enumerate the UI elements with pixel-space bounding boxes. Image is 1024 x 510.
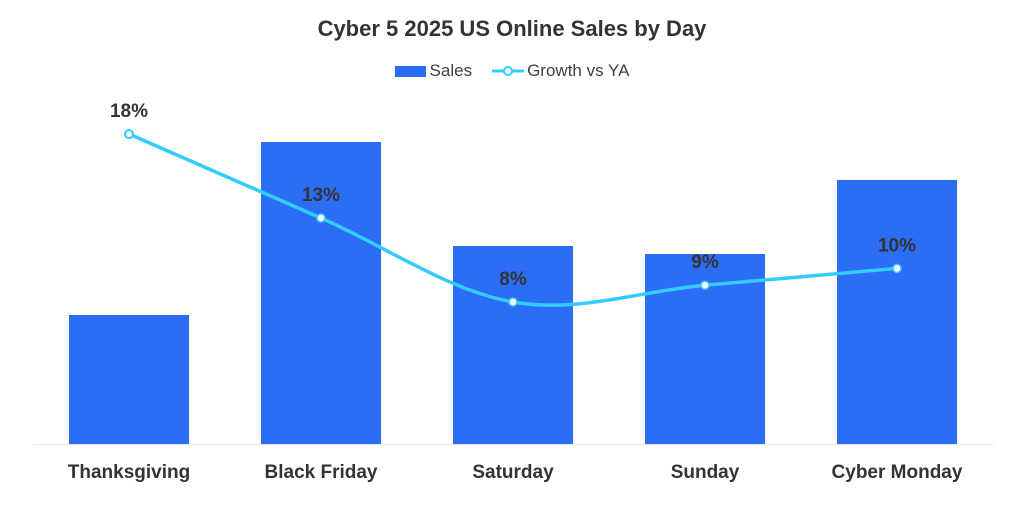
growth-data-label: 13%	[302, 185, 340, 206]
data-labels: 18% 13% 8% 9% 10%	[110, 101, 916, 290]
bar-thanksgiving[interactable]	[69, 315, 189, 444]
x-axis-label: Cyber Monday	[832, 462, 963, 483]
line-marker[interactable]	[700, 280, 710, 290]
line-marker[interactable]	[124, 129, 134, 139]
line-markers	[124, 129, 902, 307]
chart-title: Cyber 5 2025 US Online Sales by Day	[317, 16, 707, 41]
line-marker[interactable]	[316, 213, 326, 223]
growth-data-label: 9%	[691, 252, 719, 273]
legend-label-growth: Growth vs YA	[527, 61, 630, 80]
bar-cyber-monday[interactable]	[837, 180, 957, 444]
x-axis-label: Sunday	[671, 462, 740, 483]
legend: Sales Growth vs YA	[0, 61, 1024, 81]
bar-saturday[interactable]	[453, 246, 573, 444]
legend-item-sales[interactable]: Sales	[394, 61, 473, 81]
x-axis-label: Saturday	[472, 462, 554, 483]
growth-data-label: 18%	[110, 101, 148, 122]
bar-black-friday[interactable]	[261, 142, 381, 444]
growth-data-label: 10%	[878, 235, 916, 256]
legend-item-growth[interactable]: Growth vs YA	[492, 61, 629, 81]
bar-series-sales	[69, 142, 957, 444]
x-axis-labels: Thanksgiving Black Friday Saturday Sunday Cy…	[68, 462, 963, 483]
growth-data-label: 8%	[499, 269, 527, 290]
legend-label-sales: Sales	[429, 61, 473, 80]
x-axis-label: Black Friday	[265, 462, 378, 483]
bar-swatch-icon	[394, 65, 426, 77]
line-marker[interactable]	[892, 263, 902, 274]
line-marker-swatch-icon	[492, 66, 525, 76]
line-marker[interactable]	[508, 297, 518, 307]
x-axis-label: Thanksgiving	[68, 462, 190, 483]
